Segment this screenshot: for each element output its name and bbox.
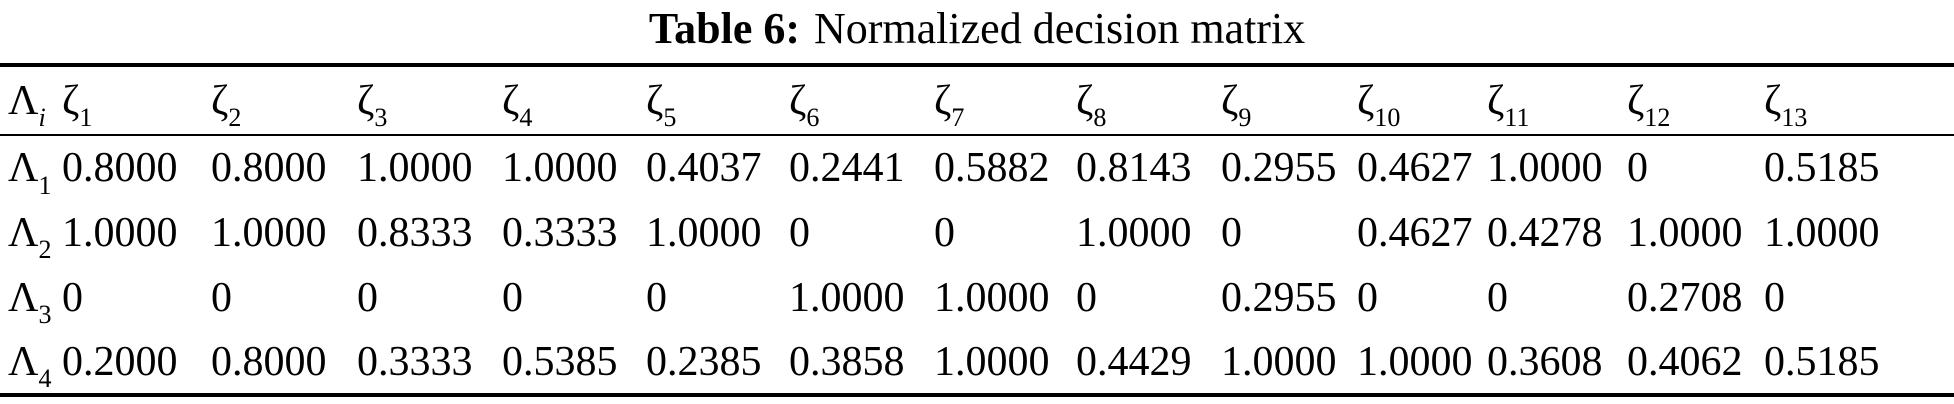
matrix-cell-lambda1-zeta12: 0 — [1627, 145, 1648, 191]
matrix-cell-lambda1-zeta7: 0.5882 — [934, 145, 1050, 191]
col-header-zeta-11: ζ11 — [1487, 77, 1530, 132]
matrix-cell-lambda1-zeta10: 0.4627 — [1357, 145, 1473, 191]
matrix-cell-lambda3-zeta9: 0.2955 — [1221, 274, 1337, 321]
row-header-lambda-2: Λ2 — [8, 209, 52, 264]
matrix-cell-lambda3-zeta2: 0 — [211, 274, 232, 321]
matrix-cell-lambda3-zeta12: 0.2708 — [1627, 274, 1743, 321]
matrix-cell-lambda1-zeta3: 1.0000 — [357, 145, 473, 191]
matrix-cell-lambda3-zeta7: 1.0000 — [934, 274, 1050, 321]
col-header-zeta-13: ζ13 — [1764, 77, 1808, 132]
matrix-cell-lambda2-zeta3: 0.8333 — [357, 209, 473, 256]
col-header-zeta-8: ζ8 — [1076, 77, 1107, 132]
matrix-cell-lambda3-zeta3: 0 — [357, 274, 378, 321]
matrix-cell-lambda3-zeta4: 0 — [502, 274, 523, 321]
col-header-zeta-4: ζ4 — [502, 77, 533, 132]
table-caption: Table 6: Normalized decision matrix — [0, 4, 1954, 54]
matrix-cell-lambda4-zeta1: 0.2000 — [62, 338, 178, 385]
row-header-lambda-3: Λ3 — [8, 274, 52, 329]
matrix-cell-lambda2-zeta6: 0 — [789, 209, 810, 256]
matrix-cell-lambda2-zeta5: 1.0000 — [646, 209, 762, 256]
col-header-zeta-2: ζ2 — [211, 77, 242, 132]
matrix-cell-lambda3-zeta1: 0 — [62, 274, 83, 321]
matrix-cell-lambda1-zeta6: 0.2441 — [789, 145, 905, 191]
matrix-cell-lambda4-zeta12: 0.4062 — [1627, 338, 1743, 385]
matrix-cell-lambda1-zeta2: 0.8000 — [211, 145, 327, 191]
matrix-cell-lambda4-zeta3: 0.3333 — [357, 338, 473, 385]
matrix-cell-lambda1-zeta4: 1.0000 — [502, 145, 618, 191]
matrix-cell-lambda1-zeta5: 0.4037 — [646, 145, 762, 191]
col-header-zeta-7: ζ7 — [934, 77, 965, 132]
col-header-zeta-3: ζ3 — [357, 77, 388, 132]
matrix-cell-lambda4-zeta11: 0.3608 — [1487, 338, 1603, 385]
table-row-lambda-3: Λ3 0 0 0 0 0 1.0000 1.0000 0 0.2955 0 0 0.2708 0 — [0, 265, 1954, 330]
col-header-zeta-12: ζ12 — [1627, 77, 1671, 132]
matrix-cell-lambda3-zeta6: 1.0000 — [789, 274, 905, 321]
col-header-zeta-9: ζ9 — [1221, 77, 1252, 132]
matrix-cell-lambda2-zeta7: 0 — [934, 209, 955, 256]
matrix-cell-lambda2-zeta13: 1.0000 — [1764, 209, 1880, 256]
matrix-cell-lambda4-zeta2: 0.8000 — [211, 338, 327, 385]
matrix-cell-lambda1-zeta13: 0.5185 — [1764, 145, 1880, 191]
matrix-cell-lambda3-zeta5: 0 — [646, 274, 667, 321]
matrix-cell-lambda2-zeta4: 0.3333 — [502, 209, 618, 256]
col-header-zeta-10: ζ10 — [1357, 77, 1401, 132]
matrix-cell-lambda4-zeta6: 0.3858 — [789, 338, 905, 385]
matrix-cell-lambda4-zeta10: 1.0000 — [1357, 338, 1473, 385]
table-row-lambda-1: Λ1 0.8000 0.8000 1.0000 1.0000 0.4037 0.2441 0.… — [0, 135, 1954, 200]
table-body: Λ1 0.8000 0.8000 1.0000 1.0000 0.4037 0.2441 0.… — [0, 135, 1954, 395]
matrix-cell-lambda1-zeta11: 1.0000 — [1487, 145, 1603, 191]
matrix-cell-lambda3-zeta13: 0 — [1764, 274, 1785, 321]
table-row-lambda-4: Λ4 0.2000 0.8000 0.3333 0.5385 0.2385 0.3858 1.… — [0, 330, 1954, 395]
matrix-cell-lambda2-zeta12: 1.0000 — [1627, 209, 1743, 256]
col-header-zeta-5: ζ5 — [646, 77, 677, 132]
matrix-cell-lambda3-zeta8: 0 — [1076, 274, 1097, 321]
table-caption-label: Table 6: — [648, 4, 800, 53]
matrix-cell-lambda4-zeta9: 1.0000 — [1221, 338, 1337, 385]
matrix-cell-lambda2-zeta11: 0.4278 — [1487, 209, 1603, 256]
row-header-lambda-1: Λ1 — [8, 145, 52, 200]
corner-header-lambda-i: Λi — [8, 77, 46, 132]
matrix-cell-lambda3-zeta10: 0 — [1357, 274, 1378, 321]
matrix-cell-lambda2-zeta9: 0 — [1221, 209, 1242, 256]
matrix-cell-lambda2-zeta2: 1.0000 — [211, 209, 327, 256]
matrix-cell-lambda3-zeta11: 0 — [1487, 274, 1508, 321]
table-row-lambda-2: Λ2 1.0000 1.0000 0.8333 0.3333 1.0000 0 0 1.0000… — [0, 200, 1954, 265]
table-header-row: Λi ζ1 ζ2 ζ3 ζ4 ζ5 ζ6 ζ7 ζ8 ζ9 ζ10 ζ11 ζ12 ζ13 — [0, 65, 1954, 135]
matrix-cell-lambda4-zeta5: 0.2385 — [646, 338, 762, 385]
matrix-cell-lambda4-zeta8: 0.4429 — [1076, 338, 1192, 385]
matrix-cell-lambda1-zeta9: 0.2955 — [1221, 145, 1337, 191]
matrix-cell-lambda2-zeta1: 1.0000 — [62, 209, 178, 256]
col-header-zeta-6: ζ6 — [789, 77, 820, 132]
matrix-cell-lambda1-zeta1: 0.8000 — [62, 145, 178, 191]
matrix-cell-lambda1-zeta8: 0.8143 — [1076, 145, 1192, 191]
matrix-cell-lambda4-zeta7: 1.0000 — [934, 338, 1050, 385]
matrix-cell-lambda2-zeta10: 0.4627 — [1357, 209, 1473, 256]
table-caption-text: Normalized decision matrix — [814, 4, 1306, 53]
row-header-lambda-4: Λ4 — [8, 338, 52, 393]
col-header-zeta-1: ζ1 — [62, 77, 93, 132]
matrix-cell-lambda2-zeta8: 1.0000 — [1076, 209, 1192, 256]
normalized-decision-matrix-table: Λi ζ1 ζ2 ζ3 ζ4 ζ5 ζ6 ζ7 ζ8 ζ9 ζ10 ζ11 ζ12 ζ13 Λ1 0.800… — [0, 63, 1954, 397]
matrix-cell-lambda4-zeta4: 0.5385 — [502, 338, 618, 385]
matrix-cell-lambda4-zeta13: 0.5185 — [1764, 338, 1880, 385]
